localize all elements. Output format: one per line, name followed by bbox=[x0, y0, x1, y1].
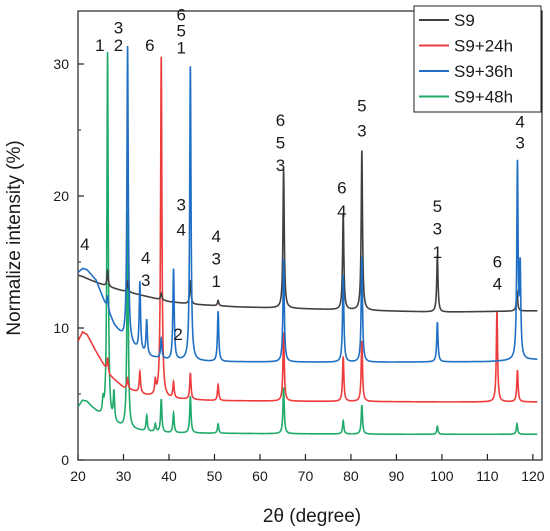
y-tick-label: 30 bbox=[53, 56, 69, 72]
peak-annotation: 3 bbox=[276, 156, 285, 175]
legend: S9 S9+24h S9+36h S9+48h bbox=[413, 5, 542, 113]
peak-annotation: 5 bbox=[276, 133, 285, 152]
x-tick-label: 20 bbox=[70, 468, 86, 484]
peak-annotation: 1 bbox=[177, 38, 186, 57]
peak-annotation: 6 bbox=[493, 252, 502, 271]
peak-annotation: 4 bbox=[515, 112, 524, 131]
peak-annotation: 4 bbox=[177, 221, 186, 240]
x-tick-label: 100 bbox=[430, 468, 454, 484]
legend-label: S9+24h bbox=[454, 37, 513, 56]
x-tick-label: 40 bbox=[161, 468, 177, 484]
peak-annotation: 4 bbox=[212, 227, 221, 246]
y-tick-label: 0 bbox=[61, 452, 69, 468]
peak-annotation: 3 bbox=[212, 250, 221, 269]
peak-annotation: 6 bbox=[145, 36, 154, 55]
x-axis-label: 2θ (degree) bbox=[263, 506, 361, 527]
series-line-s9-36h bbox=[78, 45, 538, 363]
y-tick-label: 20 bbox=[53, 188, 69, 204]
peak-annotation: 4 bbox=[80, 235, 89, 254]
peak-annotation: 2 bbox=[173, 325, 182, 344]
x-tick-label: 50 bbox=[207, 468, 223, 484]
x-tick-label: 80 bbox=[343, 468, 359, 484]
peak-annotation: 6 bbox=[177, 5, 186, 24]
y-tick-label: 10 bbox=[53, 320, 69, 336]
peak-annotation: 3 bbox=[433, 219, 442, 238]
peak-annotation: 4 bbox=[337, 202, 346, 221]
plot-frame bbox=[77, 10, 543, 461]
x-tick-label: 70 bbox=[298, 468, 314, 484]
x-tick-label: 60 bbox=[252, 468, 268, 484]
x-tick-label: 120 bbox=[521, 468, 545, 484]
series-line-s9-24h bbox=[78, 56, 538, 403]
x-tick-label: 30 bbox=[116, 468, 132, 484]
peak-annotation: 6 bbox=[337, 178, 346, 197]
x-tick-label: 110 bbox=[476, 468, 499, 484]
legend-label: S9+48h bbox=[454, 88, 513, 107]
peak-annotation: 3 bbox=[141, 271, 150, 290]
peak-annotation: 3 bbox=[357, 122, 366, 141]
peak-annotation: 4 bbox=[493, 275, 502, 294]
legend-label: S9 bbox=[454, 11, 475, 30]
peak-annotation: 1 bbox=[95, 36, 104, 55]
x-tick-label: 90 bbox=[389, 468, 405, 484]
peak-annotation: 5 bbox=[433, 197, 442, 216]
peak-annotation: 3 bbox=[515, 133, 524, 152]
peak-annotation: 4 bbox=[141, 248, 150, 267]
series-line-s9-48h bbox=[78, 51, 538, 436]
peak-annotation: 6 bbox=[276, 111, 285, 130]
legend-box bbox=[413, 5, 542, 113]
peak-annotation: 5 bbox=[177, 21, 186, 40]
peak-annotation: 5 bbox=[357, 97, 366, 116]
tick-layer: 20 30 40 50 60 70 80 90 100 110 120 0 10 20 30 bbox=[53, 56, 544, 484]
series-line-s9 bbox=[78, 150, 538, 313]
legend-label: S9+36h bbox=[454, 62, 513, 81]
peak-annotation: 1 bbox=[212, 272, 221, 291]
y-axis-label: Normalize intensity (%) bbox=[4, 140, 25, 335]
peak-annotation: 3 bbox=[114, 19, 123, 38]
peak-annotation: 3 bbox=[177, 196, 186, 215]
series-layer bbox=[78, 45, 538, 436]
peak-annotation: 2 bbox=[114, 36, 123, 55]
peak-annotation: 1 bbox=[433, 243, 442, 262]
